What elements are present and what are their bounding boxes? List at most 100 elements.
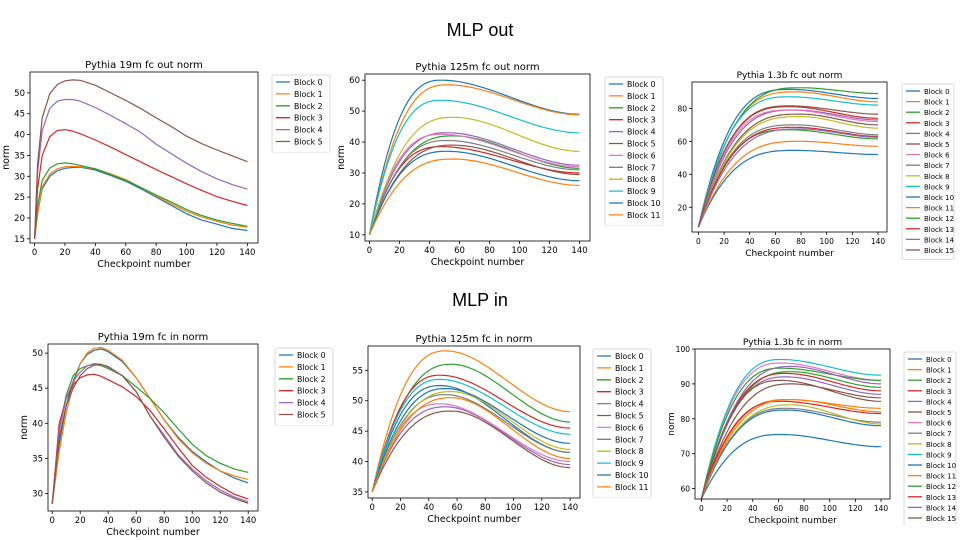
chart-title: Pythia 1.3b fc out norm xyxy=(737,71,843,81)
x-tick-label: 40 xyxy=(745,237,755,246)
plot-frame xyxy=(29,71,259,244)
y-tick-label: 20 xyxy=(677,203,687,212)
series-line-14 xyxy=(697,128,878,228)
y-axis-label: norm xyxy=(19,415,30,440)
x-tick-label: 40 xyxy=(423,503,434,513)
legend-label: Block 8 xyxy=(627,175,656,184)
legend-box xyxy=(901,83,955,261)
series-lines xyxy=(697,87,879,228)
y-tick-label: 25 xyxy=(14,193,25,203)
legend-label: Block 4 xyxy=(926,398,952,406)
chart-title: Pythia 1.3b fc in norm xyxy=(743,338,842,348)
series-line-13 xyxy=(697,126,878,228)
series-line-12 xyxy=(700,367,881,499)
series-line-14 xyxy=(700,365,882,499)
x-tick-label: 20 xyxy=(394,246,405,256)
legend-label: Block 11 xyxy=(627,211,661,220)
y-tick-label: 80 xyxy=(680,415,690,424)
series-line-15 xyxy=(700,379,881,499)
series-line-15 xyxy=(697,105,878,228)
legend-label: Block 2 xyxy=(615,376,644,385)
legend-label: Block 13 xyxy=(926,494,956,502)
x-tick-label: 80 xyxy=(151,248,162,258)
series-lines xyxy=(51,346,249,505)
legend-label: Block 5 xyxy=(297,411,326,420)
chart-title: Pythia 19m fc in norm xyxy=(98,332,209,343)
y-tick-label: 35 xyxy=(32,454,43,464)
y-tick-label: 55 xyxy=(352,366,363,376)
legend-label: Block 6 xyxy=(627,151,656,160)
x-tick-label: 100 xyxy=(178,248,194,258)
x-tick-label: 60 xyxy=(131,516,142,526)
legend-label: Block 5 xyxy=(926,409,952,417)
x-tick-label: 100 xyxy=(823,504,838,513)
legend-label: Block 1 xyxy=(627,92,656,101)
x-tick-label: 120 xyxy=(848,504,863,513)
chart-panel-0: Pythia 19m fc out norm 0 20 40 60 80 100 120 140… xyxy=(1,60,331,270)
legend-label: Block 6 xyxy=(926,420,952,428)
series-line-2 xyxy=(51,363,249,505)
legend-label: Block 11 xyxy=(924,205,954,213)
series-line-11 xyxy=(697,140,878,228)
series-line-10 xyxy=(371,388,571,493)
legend-label: Block 13 xyxy=(924,226,954,234)
series-line-6 xyxy=(697,109,879,228)
series-line-9 xyxy=(368,99,580,235)
x-tick-label: 80 xyxy=(159,516,170,526)
x-tick-label: 20 xyxy=(722,504,732,513)
y-tick-label: 50 xyxy=(14,89,25,99)
y-tick-label: 40 xyxy=(32,419,43,429)
x-tick-label: 0 xyxy=(367,246,372,256)
series-line-6 xyxy=(700,362,881,499)
y-tick-label: 50 xyxy=(32,349,43,359)
x-axis-label: Checkpoint number xyxy=(431,257,525,268)
series-line-11 xyxy=(371,397,571,493)
legend-label: Block 8 xyxy=(926,441,952,449)
x-tick-label: 120 xyxy=(212,516,228,526)
y-tick-label: 45 xyxy=(14,110,25,120)
legend-label: Block 9 xyxy=(615,459,644,468)
y-tick-label: 30 xyxy=(14,172,25,182)
x-tick-label: 40 xyxy=(90,248,101,258)
series-lines xyxy=(371,350,571,493)
legend-label: Block 12 xyxy=(926,483,956,491)
series-line-1 xyxy=(34,165,248,239)
x-tick-label: 140 xyxy=(562,503,578,513)
legend-label: Block 5 xyxy=(924,141,950,149)
legend-label: Block 7 xyxy=(627,163,656,172)
legend-label: Block 3 xyxy=(297,387,326,396)
plot-frame xyxy=(47,343,259,512)
legend-label: Block 3 xyxy=(926,388,952,396)
y-tick-label: 60 xyxy=(680,485,690,494)
legend-label: Block 4 xyxy=(924,130,950,138)
x-tick-label: 20 xyxy=(719,237,729,246)
legend-label: Block 1 xyxy=(926,367,952,375)
legend-label: Block 8 xyxy=(615,447,644,456)
legend-label: Block 3 xyxy=(294,114,323,123)
section-title-mlp-in: MLP in xyxy=(452,290,508,310)
legend-label: Block 6 xyxy=(615,423,644,432)
x-axis-label: Checkpoint number xyxy=(745,249,834,259)
series-line-8 xyxy=(700,404,881,499)
series-line-10 xyxy=(368,150,580,236)
legend-label: Block 8 xyxy=(924,173,950,181)
legend-label: Block 12 xyxy=(924,215,954,223)
x-tick-label: 120 xyxy=(845,237,860,246)
series-line-5 xyxy=(697,113,879,228)
y-tick-label: 40 xyxy=(14,131,25,141)
series-line-3 xyxy=(34,128,248,239)
series-line-0 xyxy=(34,166,248,239)
legend: Block 0 Block 1 Block 2 Block 3 Block 4 Block… xyxy=(592,348,652,498)
series-line-1 xyxy=(700,399,881,499)
legend-label: Block 0 xyxy=(294,78,323,87)
chart-title: Pythia 19m fc out norm xyxy=(85,60,203,71)
series-line-7 xyxy=(371,393,571,493)
legend-label: Block 3 xyxy=(615,388,644,397)
legend-label: Block 2 xyxy=(297,375,326,384)
x-tick-label: 20 xyxy=(395,503,406,513)
legend-label: Block 1 xyxy=(924,99,950,107)
x-tick-label: 100 xyxy=(505,503,521,513)
x-tick-label: 60 xyxy=(774,504,784,513)
chart-title: Pythia 125m fc in norm xyxy=(416,334,533,345)
